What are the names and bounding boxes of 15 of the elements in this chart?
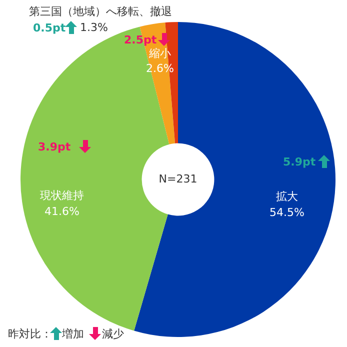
text: 減少 [102,328,124,340]
slice-label: 第三国（地域）へ移転、撤退 [29,4,172,18]
text: 5.9pt [283,156,316,168]
text: 増加 [62,328,84,340]
data-label: 41.6% [44,204,80,218]
slice-label: 縮小 [148,46,171,60]
text: 昨対比： [8,328,52,340]
slice-label: 拡大 [276,190,298,203]
text: 0.5pt [33,22,66,34]
text: 3.9pt [38,140,71,154]
data-label: 2.6% [146,62,174,75]
text: N=231 [158,172,198,186]
data-label: 54.5% [270,206,304,219]
slice-label: 現状維持 [40,188,84,202]
data-label: 1.3% [80,20,108,34]
